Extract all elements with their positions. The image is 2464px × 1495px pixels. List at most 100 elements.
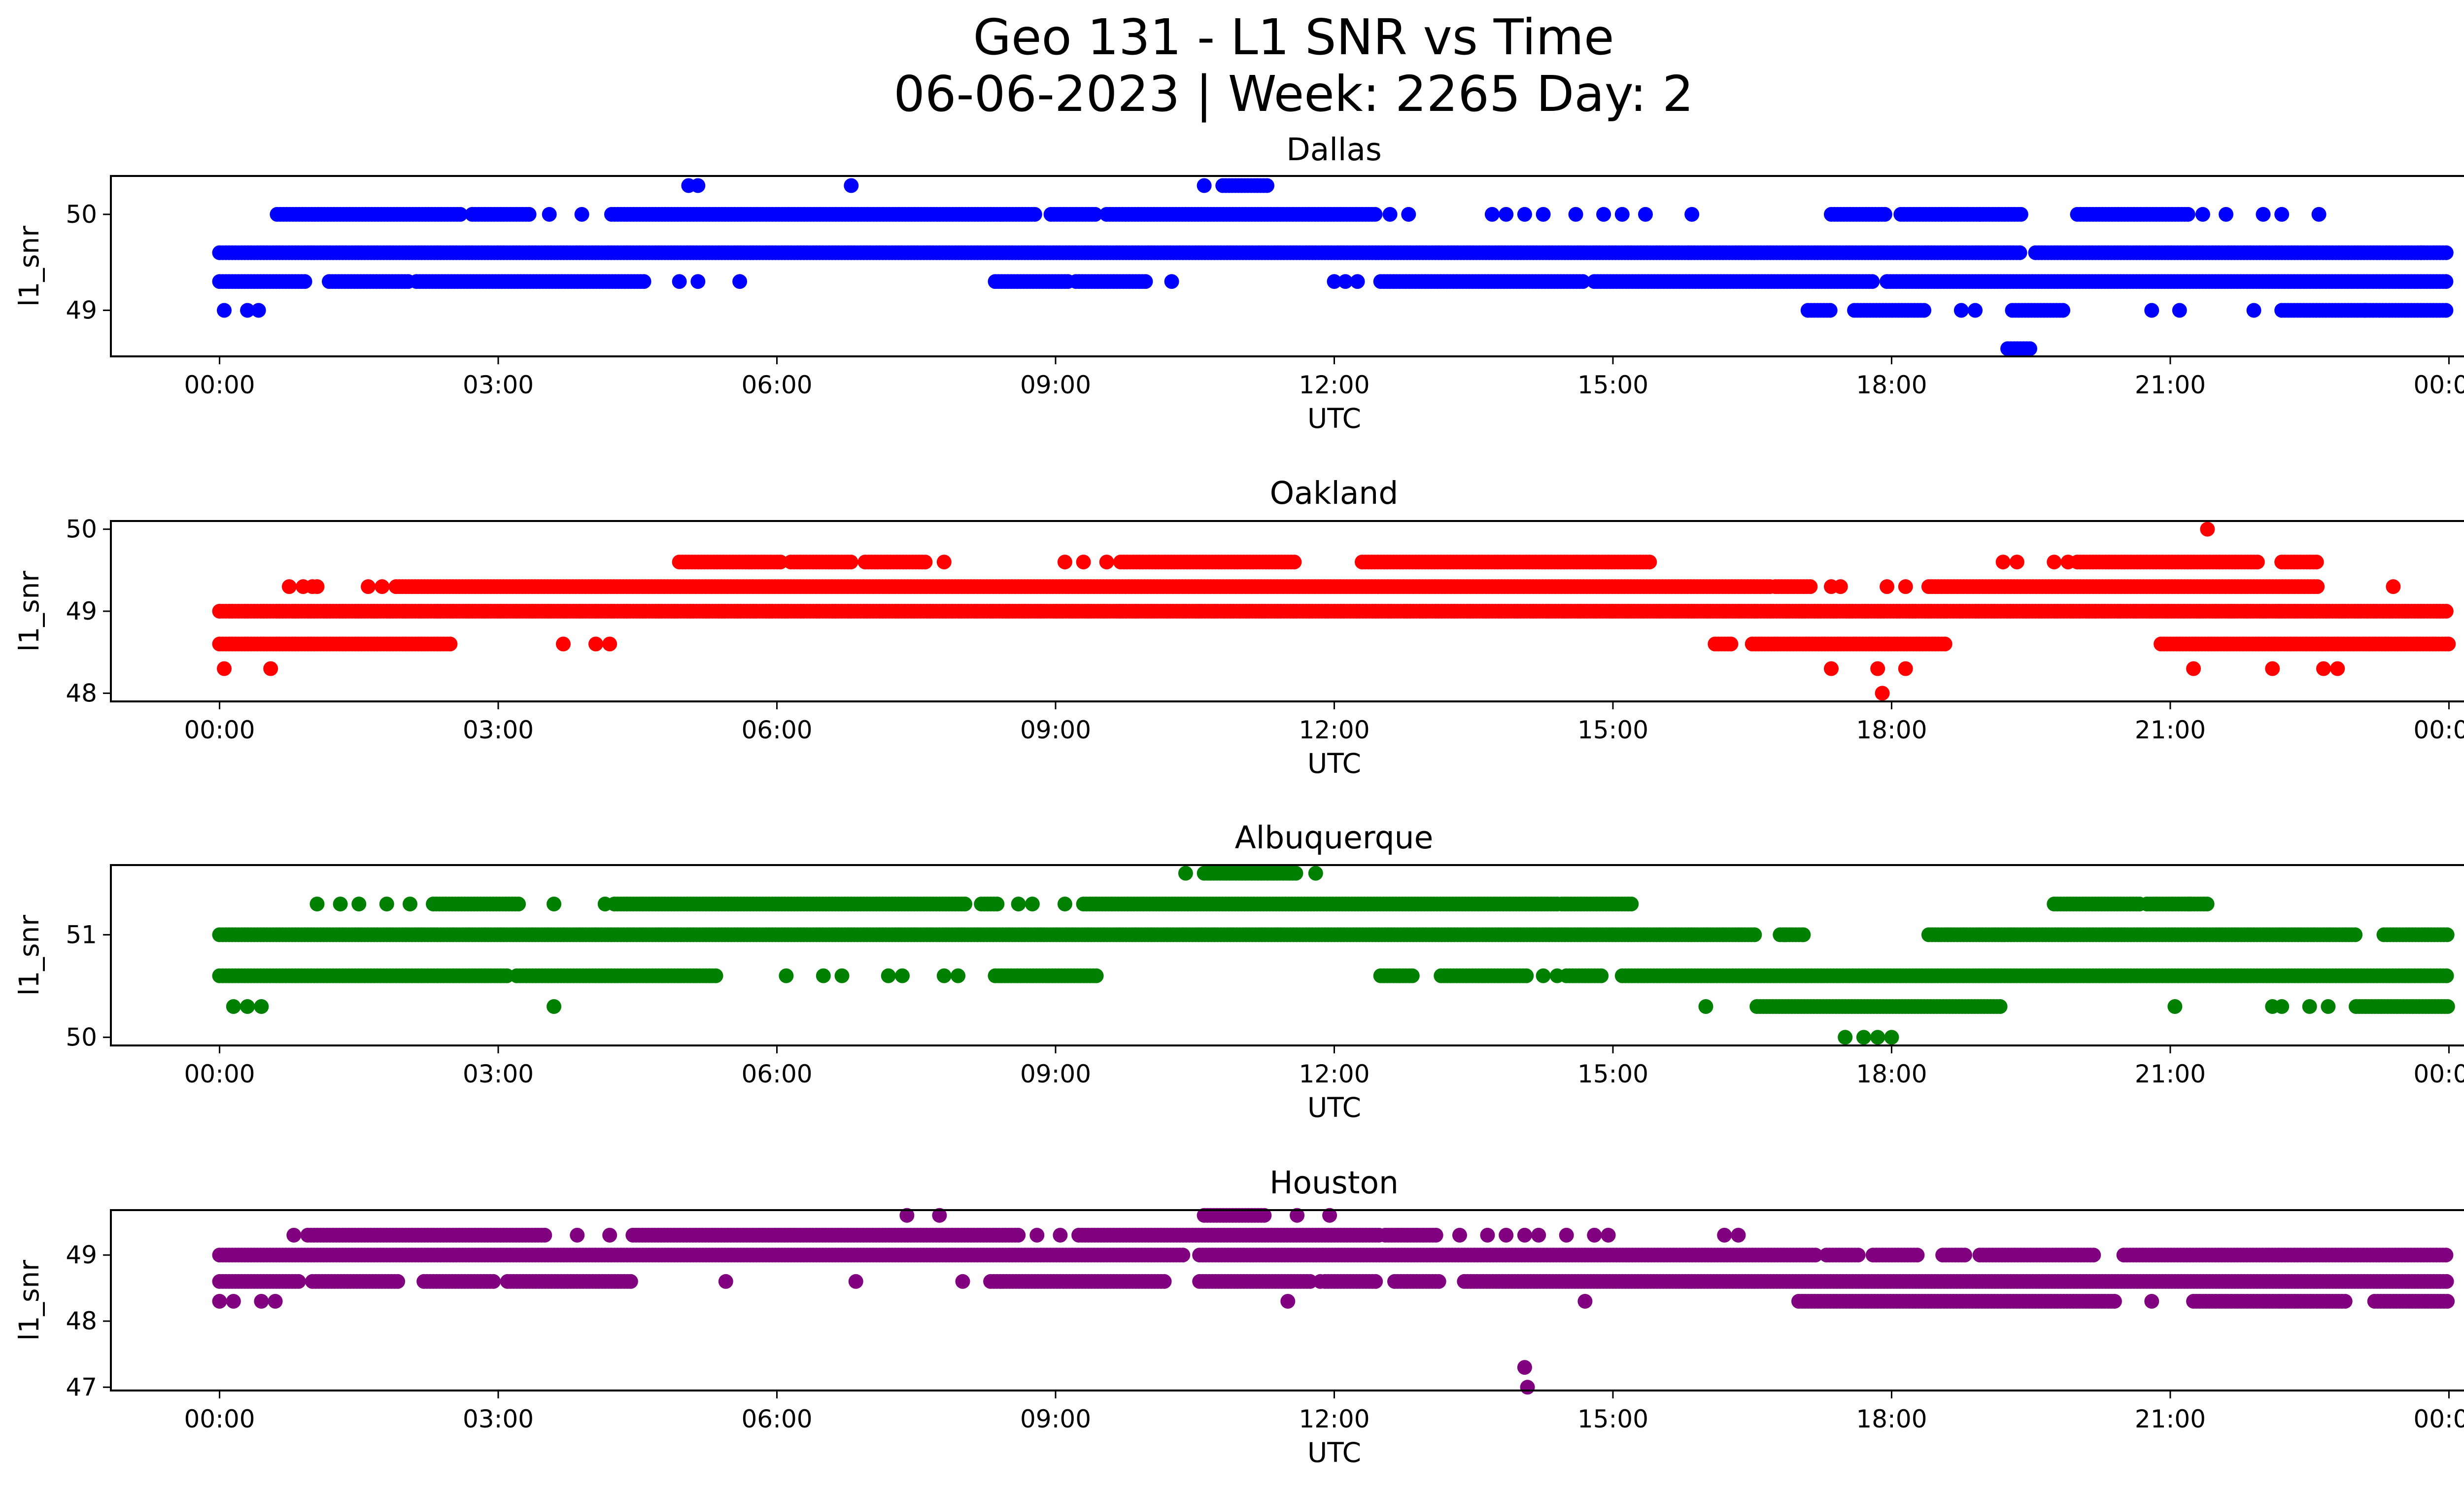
data-point [2274,207,2290,222]
data-point [1937,636,1952,652]
y-tick-label: 50 [66,200,97,229]
figure-title-line-2: 06-06-2023 | Week: 2265 Day: 2 [893,65,1693,123]
data-point [1260,178,1274,193]
data-point [2009,555,2024,570]
data-point [1404,968,1420,983]
data-point [2439,927,2455,942]
data-point [1536,207,1551,222]
data-point [1898,661,1913,676]
data-point [217,661,232,676]
data-point [773,555,788,570]
data-point [1747,927,1762,942]
y-axis-label: l1_snr [13,571,45,652]
data-point [1877,207,1892,222]
data-point [1865,274,1880,289]
x-tick-label: 09:00 [1020,371,1091,399]
data-point [240,303,255,318]
x-tick-label: 12:00 [1299,716,1369,744]
data-point [588,636,603,652]
data-point [1350,274,1365,289]
data-point [2309,555,2324,570]
data-point [1875,686,1890,701]
data-points [212,522,2456,701]
data-point [2330,661,2345,676]
data-point [2438,274,2454,289]
y-tick-label: 48 [66,679,97,707]
data-point [2012,245,2027,260]
data-point [990,897,1005,911]
data-point [375,579,390,594]
data-point [556,636,571,652]
data-point [1089,968,1104,983]
y-tick-label: 49 [66,296,97,325]
data-point [453,207,468,222]
data-point [2200,522,2215,537]
data-point [2265,661,2280,676]
data-point [2438,604,2454,619]
data-point [2246,303,2261,318]
data-point [2172,303,2187,318]
data-point [958,897,972,911]
data-point [521,207,537,222]
data-point [2438,303,2454,318]
data-point [1076,555,1091,570]
data-point [690,274,706,289]
data-point [1870,661,1885,676]
data-point [2311,207,2327,222]
data-point [2413,245,2429,260]
data-point [1596,207,1611,222]
x-axis-label: UTC [1307,748,1361,779]
panel-title: Dallas [1286,132,1382,168]
x-tick-label: 18:00 [1856,371,1927,399]
data-point [2348,927,2363,942]
x-tick-label: 06:00 [741,716,812,744]
data-points [212,866,2455,1045]
data-point [918,555,933,570]
data-point [511,897,526,911]
data-point [2060,555,2076,570]
x-tick-label: 00:00 [184,716,255,744]
data-point [217,303,232,318]
data-point [1197,178,1212,193]
data-point [732,274,748,289]
y-tick-label: 49 [66,597,97,626]
data-point [672,274,687,289]
data-point [2195,207,2210,222]
data-point [1972,207,1987,222]
data-point [708,968,723,983]
data-point [1575,274,1590,289]
x-tick-label: 15:00 [1577,716,1648,744]
x-tick-label: 12:00 [1299,371,1369,399]
data-point [2439,968,2454,983]
data-point [2386,579,2401,594]
data-point [2438,245,2454,260]
data-point [2022,341,2037,356]
data-point [1995,555,2011,570]
data-point [297,274,312,289]
data-point [361,579,376,594]
data-point [1027,207,1042,222]
data-point [844,178,859,193]
data-point [574,207,589,222]
x-tick-label: 21:00 [2135,716,2206,744]
x-tick-label: 09:00 [1020,716,1091,744]
x-tick-label: 03:00 [463,371,534,399]
data-point [1723,636,1739,652]
data-point [1368,207,1383,222]
data-point [1057,555,1072,570]
data-point [1822,303,1838,318]
data-point [1338,274,1353,289]
data-point [1953,303,1969,318]
data-point [1164,274,1179,289]
data-point [2144,303,2159,318]
data-point [690,178,706,193]
data-point [602,636,617,652]
data-point [1642,555,1657,570]
data-point [1287,555,1302,570]
axes-frame [110,175,2464,357]
data-point [2047,555,2062,570]
panel-title: Oakland [1270,475,1399,511]
